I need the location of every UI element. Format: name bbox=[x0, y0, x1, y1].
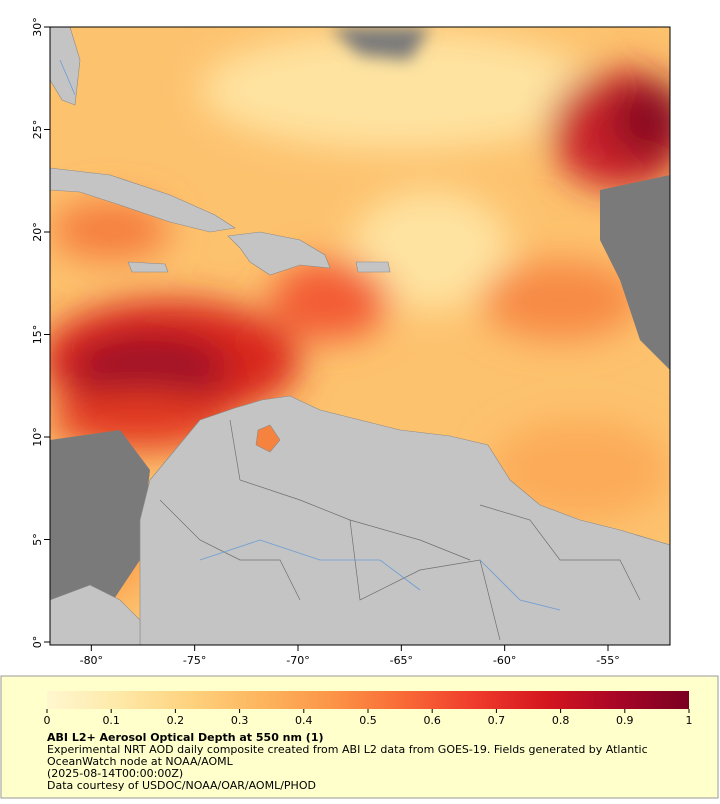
colorbar-tick-label: 0.8 bbox=[552, 714, 570, 727]
colorbar bbox=[47, 691, 689, 709]
x-tick-label: -55° bbox=[596, 654, 619, 667]
colorbar-tick-label: 0.5 bbox=[359, 714, 377, 727]
caption-line: Data courtesy of USDOC/NOAA/OAR/AOML/PHO… bbox=[47, 779, 316, 792]
y-tick-label: 10° bbox=[31, 427, 44, 447]
caption-line: OceanWatch node at NOAA/AOML bbox=[47, 755, 234, 768]
caption-line: Experimental NRT AOD daily composite cre… bbox=[47, 743, 648, 756]
map-image bbox=[50, 27, 670, 645]
y-tick-label: 25° bbox=[31, 120, 44, 140]
y-tick-label: 20° bbox=[31, 222, 44, 242]
colorbar-tick-label: 0.9 bbox=[616, 714, 634, 727]
colorbar-tick-label: 0.6 bbox=[423, 714, 441, 727]
caption-line: (2025-08-14T00:00:00Z) bbox=[47, 767, 183, 780]
y-tick-label: 30° bbox=[31, 17, 44, 37]
x-tick-label: -75° bbox=[183, 654, 206, 667]
y-tick-label: 0° bbox=[31, 636, 44, 649]
plot-frame bbox=[49, 26, 671, 646]
y-tick-label: 15° bbox=[31, 325, 44, 345]
x-tick-label: -60° bbox=[493, 654, 516, 667]
y-tick-label: 5° bbox=[31, 533, 44, 546]
caption-title: ABI L2+ Aerosol Optical Depth at 550 nm … bbox=[47, 731, 324, 744]
colorbar-tick-label: 0.3 bbox=[231, 714, 249, 727]
colorbar-tick-label: 0 bbox=[44, 714, 51, 727]
x-tick-label: -70° bbox=[286, 654, 309, 667]
colorbar-tick-label: 0.1 bbox=[102, 714, 120, 727]
x-tick-label: -80° bbox=[80, 654, 103, 667]
x-tick-label: -65° bbox=[390, 654, 413, 667]
colorbar-tick-label: 0.7 bbox=[488, 714, 506, 727]
colorbar-tick-label: 0.2 bbox=[167, 714, 185, 727]
colorbar-tick-label: 0.4 bbox=[295, 714, 313, 727]
colorbar-tick-label: 1 bbox=[686, 714, 693, 727]
